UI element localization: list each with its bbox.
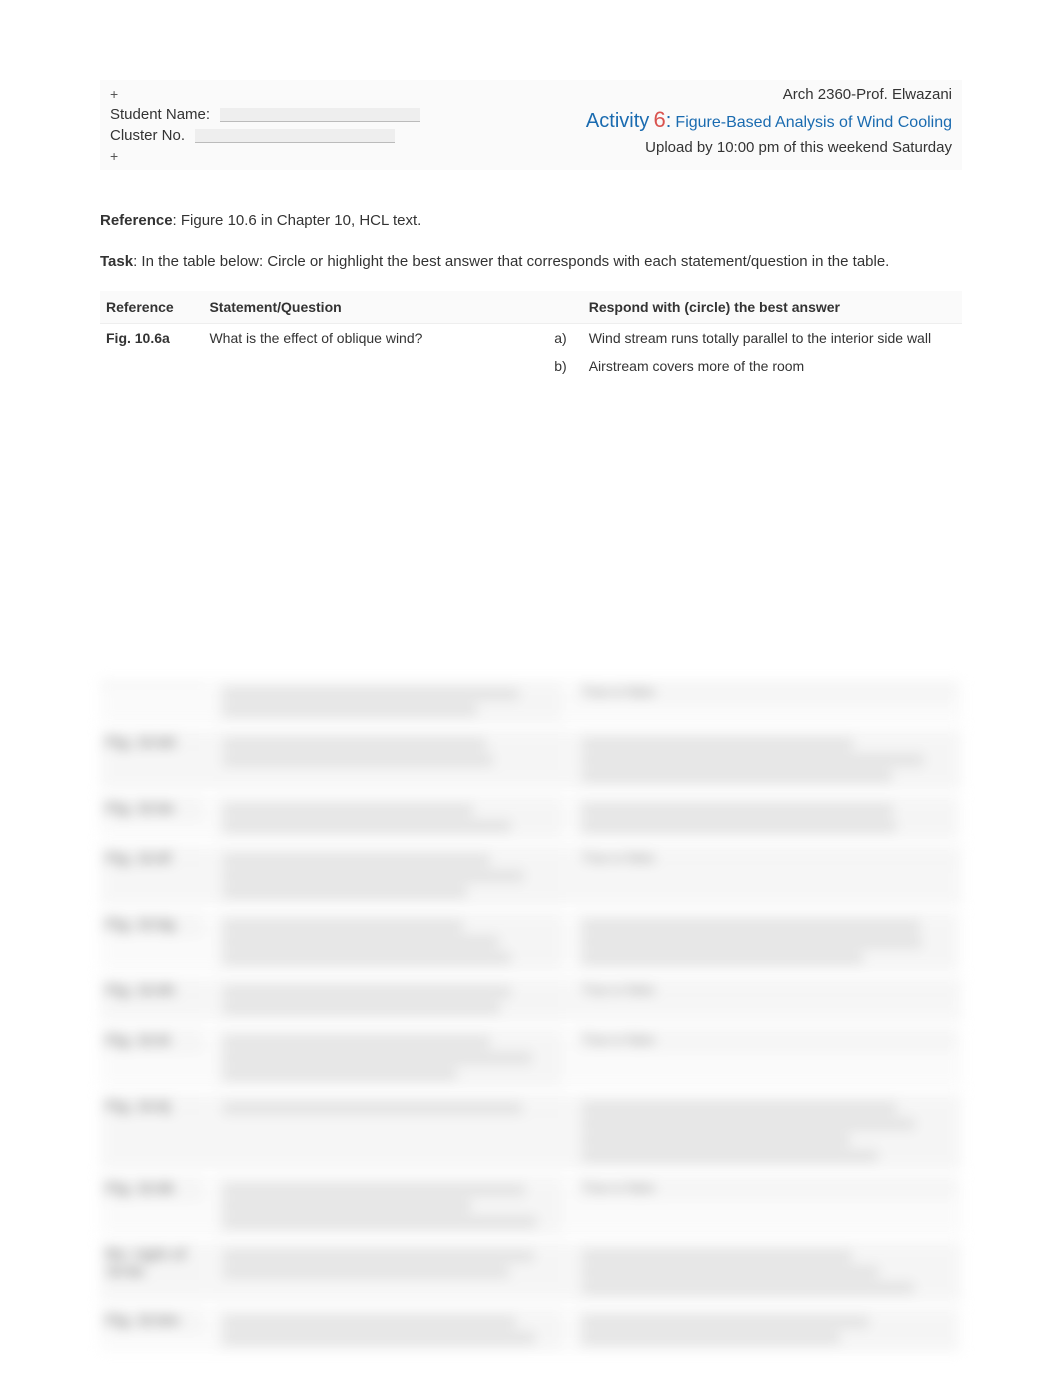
course-line: Arch 2360-Prof. Elwazani [472, 86, 952, 103]
cell-reference: Fig. 10.6a [100, 324, 203, 353]
cluster-input-line[interactable] [195, 129, 395, 143]
cell-option-text[interactable]: Wind stream runs totally parallel to the… [583, 324, 962, 353]
blurred-ref: Fig. 10.6e [100, 796, 203, 821]
corner-plus-top: + [110, 86, 452, 102]
preview-gap [100, 390, 962, 670]
blurred-statement [217, 796, 562, 840]
blurred-statement [217, 1308, 562, 1352]
blurred-statement [217, 912, 562, 972]
blurred-ref: Fig. 10.6j [100, 1094, 203, 1119]
activity-line: Activity 6: Figure-Based Analysis of Win… [472, 107, 952, 133]
blurred-answer [576, 1308, 955, 1352]
reference-paragraph: Reference: Figure 10.6 in Chapter 10, HC… [100, 210, 962, 233]
reference-text: : Figure 10.6 in Chapter 10, HCL text. [173, 212, 422, 229]
cell-statement: What is the effect of oblique wind? [203, 324, 548, 353]
cell-statement [203, 352, 548, 380]
cell-option-key[interactable]: a) [548, 324, 582, 353]
corner-plus-bottom: + [110, 148, 452, 164]
blurred-statement [217, 1094, 562, 1122]
blurred-ref: Fig. 10.6d [100, 730, 203, 755]
blurred-ref: Fig. 10.6m [100, 1308, 203, 1333]
blurred-ref: Fig. 10.6f [100, 846, 203, 871]
blurred-row: Fig. 10.6g [100, 912, 962, 972]
student-input-line[interactable] [220, 108, 420, 122]
blurred-statement [217, 1242, 562, 1286]
blurred-row: Fig. 10.6h True or false [100, 978, 962, 1022]
blurred-row: Re: right of 10.6a [100, 1242, 962, 1302]
blurred-statement [217, 680, 562, 724]
blurred-answer: True or false [576, 978, 955, 1001]
th-statement: Statement/Question [203, 291, 548, 324]
th-answer: Respond with (circle) the best answer [583, 291, 962, 324]
header-table: + Student Name: Cluster No. + Arch 2360-… [100, 80, 962, 170]
blurred-row: Fig. 10.6i True or false [100, 1028, 962, 1088]
blurred-ref: Fig. 10.6g [100, 912, 203, 937]
activity-colon: : [666, 110, 672, 132]
blurred-row: Fig. 10.6f True or false [100, 846, 962, 906]
cluster-row: Cluster No. [110, 127, 452, 144]
activity-word: Activity [586, 110, 649, 132]
task-label: Task [100, 253, 133, 270]
blurred-statement [217, 846, 562, 906]
blurred-row: Fig. 10.6m [100, 1308, 962, 1352]
cell-option-key[interactable]: b) [548, 352, 582, 380]
student-row: Student Name: [110, 106, 452, 123]
blurred-preview: True or false Fig. 10.6d Fig. 10.6e Fig. 10… [100, 680, 962, 1352]
blurred-statement [217, 978, 562, 1022]
cell-option-text[interactable]: Airstream covers more of the room [583, 352, 962, 380]
table-row: b)Airstream covers more of the room [100, 352, 962, 380]
blurred-answer [576, 796, 955, 840]
blurred-ref: Re: right of 10.6a [100, 1242, 203, 1284]
cell-reference [100, 352, 203, 380]
blurred-row: True or false [100, 680, 962, 724]
header-right: Arch 2360-Prof. Elwazani Activity 6: Fig… [462, 80, 962, 170]
blurred-ref: Fig. 10.6k [100, 1176, 203, 1201]
blurred-ref: Fig. 10.6i [100, 1028, 203, 1053]
student-label: Student Name: [110, 106, 210, 123]
question-table: Reference Statement/Question Respond wit… [100, 291, 962, 380]
th-answer-blank [548, 291, 582, 324]
blurred-row: Fig. 10.6d [100, 730, 962, 790]
blurred-answer [576, 912, 955, 972]
blurred-ref: Fig. 10.6h [100, 978, 203, 1003]
task-text: : In the table below: Circle or highligh… [133, 253, 889, 270]
blurred-answer [576, 1094, 955, 1170]
blurred-row: Fig. 10.6j [100, 1094, 962, 1170]
blurred-answer: True or false [576, 680, 955, 703]
blurred-answer: True or false [576, 1028, 955, 1051]
task-paragraph: Task: In the table below: Circle or high… [100, 251, 962, 274]
th-reference: Reference [100, 291, 203, 324]
blurred-statement [217, 1028, 562, 1088]
blurred-answer [576, 730, 955, 790]
activity-subtitle: Figure-Based Analysis of Wind Cooling [675, 114, 952, 131]
table-row: Fig. 10.6aWhat is the effect of oblique … [100, 324, 962, 353]
blurred-statement [217, 730, 562, 774]
blurred-row: Fig. 10.6k True or false [100, 1176, 962, 1236]
blurred-ref [100, 680, 203, 688]
blurred-answer [576, 1242, 955, 1302]
activity-number: 6 [653, 107, 665, 132]
deadline: Upload by 10:00 pm of this weekend Satur… [472, 139, 952, 156]
blurred-row: Fig. 10.6e [100, 796, 962, 840]
header-left: + Student Name: Cluster No. + [100, 80, 462, 170]
cluster-label: Cluster No. [110, 127, 185, 144]
blurred-answer: True or false [576, 846, 955, 869]
reference-label: Reference [100, 212, 173, 229]
question-tbody: Fig. 10.6aWhat is the effect of oblique … [100, 324, 962, 381]
blurred-statement [217, 1176, 562, 1236]
blurred-answer: True or false [576, 1176, 955, 1199]
